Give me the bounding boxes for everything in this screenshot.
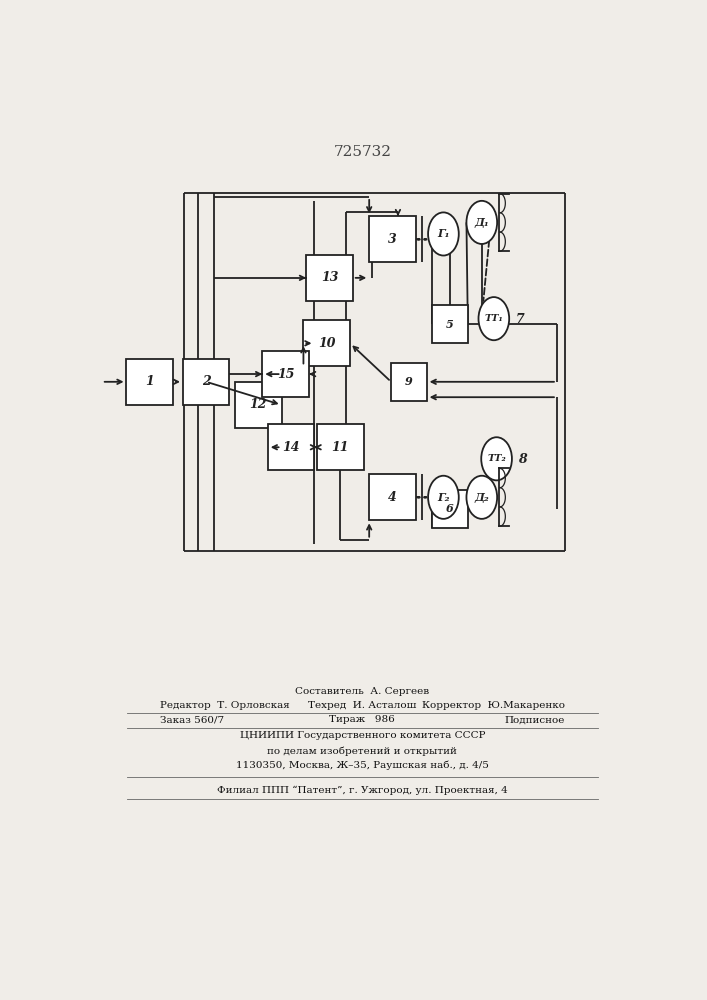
Text: 14: 14 (282, 441, 300, 454)
Text: 7: 7 (516, 313, 525, 326)
Text: Техред  И. Асталош: Техред И. Асталош (308, 701, 416, 710)
Text: Заказ 560/7: Заказ 560/7 (160, 715, 223, 724)
Bar (127, 359, 173, 405)
Text: Подписное: Подписное (505, 715, 565, 724)
Text: 4: 4 (388, 491, 397, 504)
Bar (369, 216, 416, 262)
Text: 13: 13 (321, 271, 338, 284)
Text: Филиал ППП “Патент”, г. Ужгород, ул. Проектная, 4: Филиал ППП “Патент”, г. Ужгород, ул. Про… (217, 785, 508, 795)
Text: Составитель  А. Сергеев: Составитель А. Сергеев (296, 687, 429, 696)
Text: 5: 5 (446, 319, 454, 330)
Text: Г₁: Г₁ (437, 228, 450, 239)
Text: 12: 12 (250, 398, 267, 411)
Text: 11: 11 (332, 441, 349, 454)
Text: 10: 10 (318, 337, 336, 350)
Bar (303, 320, 350, 366)
Text: 9: 9 (405, 376, 413, 387)
Text: 2: 2 (201, 375, 211, 388)
Text: ЦНИИПИ Государственного комитета СССР: ЦНИИПИ Государственного комитета СССР (240, 732, 485, 740)
Text: Тираж   986: Тираж 986 (329, 715, 395, 724)
Text: ТТ₂: ТТ₂ (487, 454, 506, 463)
Bar (306, 255, 353, 301)
Circle shape (467, 476, 497, 519)
Text: по делам изобретений и открытий: по делам изобретений и открытий (267, 747, 457, 756)
Text: Д₁: Д₁ (474, 217, 489, 228)
Bar (369, 474, 416, 520)
Text: 3: 3 (388, 233, 397, 246)
Bar (391, 363, 427, 401)
Text: 15: 15 (277, 368, 294, 381)
Text: 8: 8 (518, 453, 527, 466)
Text: 6: 6 (446, 503, 454, 514)
Text: 1: 1 (146, 375, 154, 388)
Bar (262, 351, 309, 397)
Text: Г₂: Г₂ (437, 492, 450, 503)
Circle shape (428, 476, 459, 519)
Text: Д₂: Д₂ (474, 492, 489, 503)
Bar (432, 305, 468, 343)
Bar (268, 424, 315, 470)
Circle shape (479, 297, 509, 340)
Circle shape (428, 212, 459, 256)
Text: ТТ₁: ТТ₁ (484, 314, 503, 323)
Text: Корректор  Ю.Макаренко: Корректор Ю.Макаренко (422, 701, 565, 710)
Bar (317, 424, 363, 470)
Text: Редактор  Т. Орловская: Редактор Т. Орловская (160, 701, 289, 710)
Text: 725732: 725732 (333, 145, 392, 159)
Text: 1130350, Москва, Ж–35, Раушская наб., д. 4/5: 1130350, Москва, Ж–35, Раушская наб., д.… (236, 761, 489, 770)
Bar (183, 359, 230, 405)
Circle shape (481, 437, 512, 480)
Bar (432, 490, 468, 528)
Bar (235, 382, 281, 428)
Circle shape (467, 201, 497, 244)
